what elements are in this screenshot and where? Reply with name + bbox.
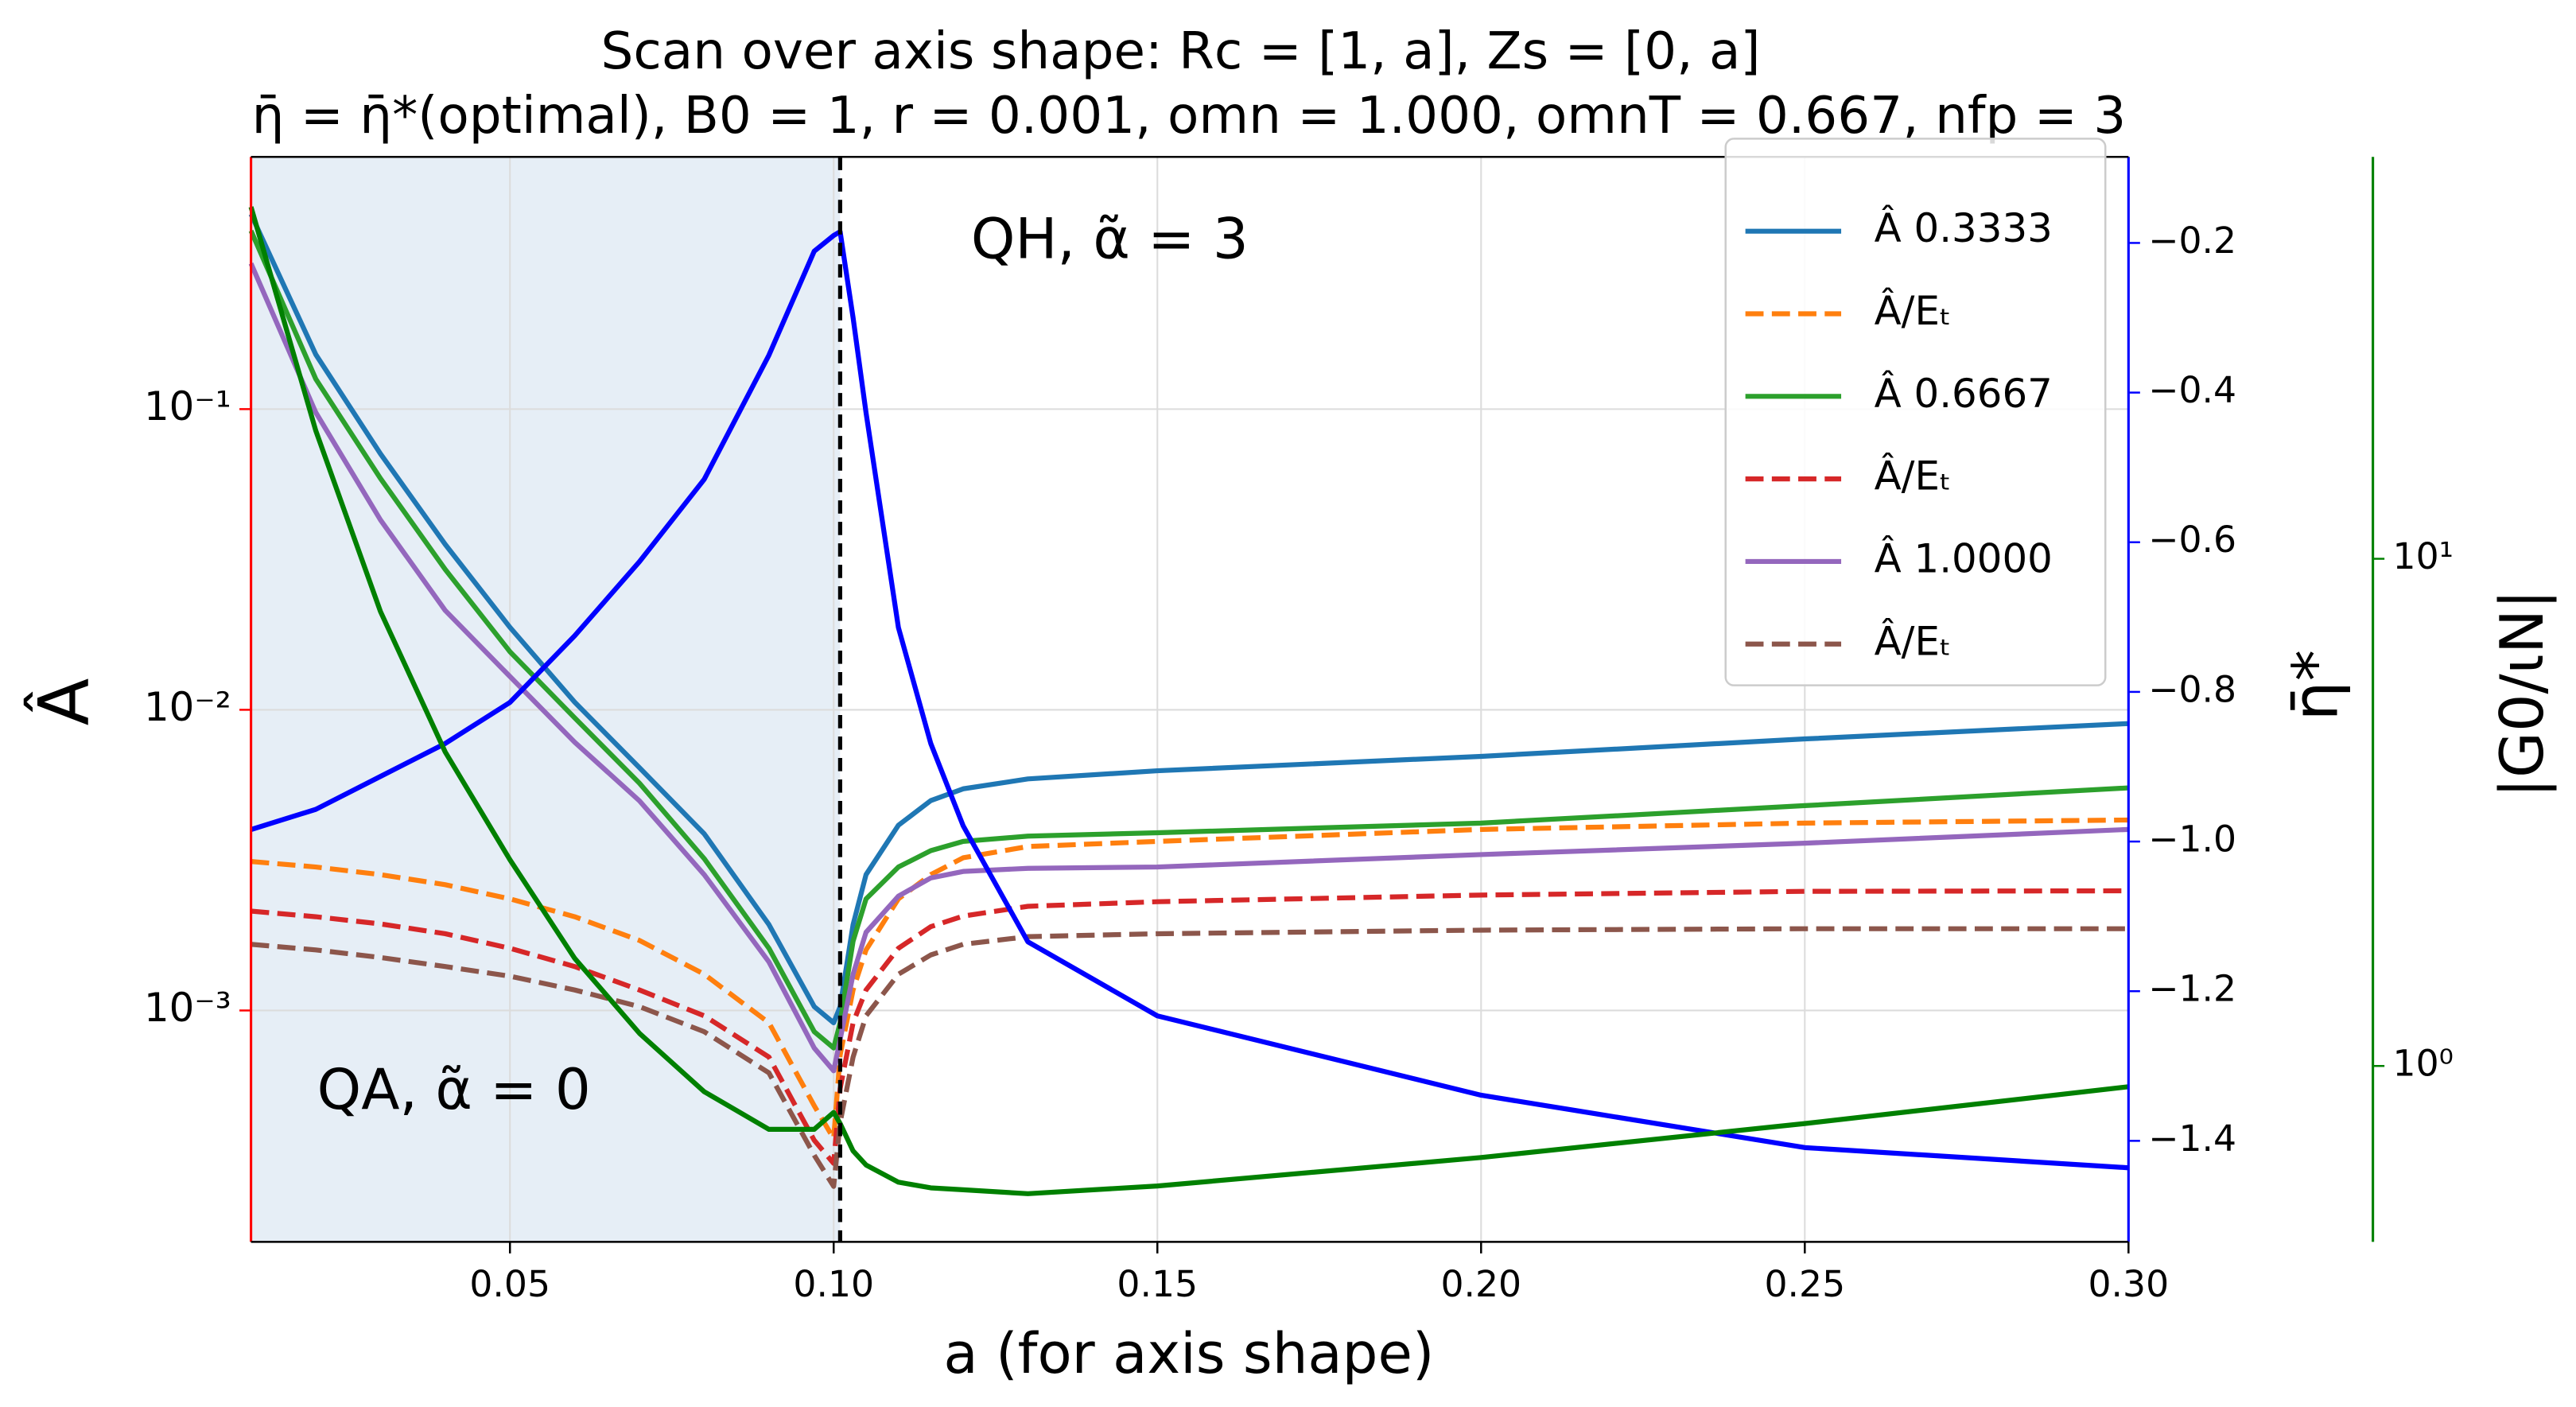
- y-tick-label: 10⁻¹: [144, 383, 231, 429]
- x-tick-label: 0.25: [1764, 1263, 1845, 1305]
- annotation: QH, α̃ = 3: [971, 206, 1249, 272]
- legend-label: Â/Eₜ: [1875, 287, 1952, 334]
- y2-tick-label: −0.4: [2148, 369, 2236, 411]
- legend-label: Â 0.6667: [1875, 370, 2053, 417]
- y2-tick-label: −1.0: [2148, 818, 2236, 861]
- x-tick-label: 0.20: [1440, 1263, 1521, 1305]
- x-tick-label: 0.30: [2088, 1263, 2169, 1305]
- legend-label: Â/Eₜ: [1875, 453, 1952, 499]
- series-line: [251, 926, 2129, 1189]
- y2-tick-label: −1.2: [2148, 968, 2236, 1010]
- series-line: [251, 817, 2129, 1141]
- x-tick-label: 0.10: [793, 1263, 874, 1305]
- legend-label: Â 0.3333: [1875, 204, 2053, 251]
- legend-label: Â/Eₜ: [1875, 617, 1952, 664]
- legend: Â 0.3333 Â/Eₜ Â 0.6667 Â/Eₜ Â 1.0000 Â/Eₜ: [1724, 138, 2107, 686]
- y2-axis-label: η̄*: [2279, 650, 2353, 721]
- series-line: [250, 229, 2129, 1171]
- x-tick-label: 0.05: [469, 1263, 550, 1305]
- chart-title: Scan over axis shape: Rc = [1, a], Zs = …: [601, 21, 1761, 81]
- series-line: [248, 229, 2129, 1051]
- y-tick-label: 10⁻²: [144, 684, 231, 730]
- legend-box: [1724, 138, 2107, 686]
- annotation: QA, α̃ = 0: [317, 1056, 591, 1122]
- legend-label: Â 1.0000: [1875, 534, 2053, 581]
- y3-tick-label: 10⁰: [2393, 1043, 2454, 1085]
- y3-tick-label: 10¹: [2393, 535, 2454, 577]
- x-tick-label: 0.15: [1117, 1263, 1198, 1305]
- shaded-region: [251, 157, 841, 1242]
- chart-subtitle: η̄ = η̄*(optimal), B0 = 1, r = 0.001, om…: [252, 86, 2127, 146]
- y-axis-label: Â: [24, 678, 105, 726]
- y2-tick-label: −0.6: [2148, 519, 2236, 561]
- y2-tick-label: −0.2: [2148, 220, 2236, 262]
- y2-tick-label: −1.4: [2148, 1117, 2236, 1160]
- series-line: [248, 212, 2129, 1026]
- y3-axis-label: |G0/ιN|: [2488, 589, 2557, 798]
- y2-tick-label: −0.8: [2148, 668, 2236, 710]
- x-axis-label: a (for axis shape): [943, 1320, 1434, 1386]
- series-line: [248, 262, 2129, 1074]
- series-line: [251, 888, 2129, 1166]
- series-line: [248, 206, 2129, 1196]
- y-tick-label: 10⁻³: [144, 985, 231, 1031]
